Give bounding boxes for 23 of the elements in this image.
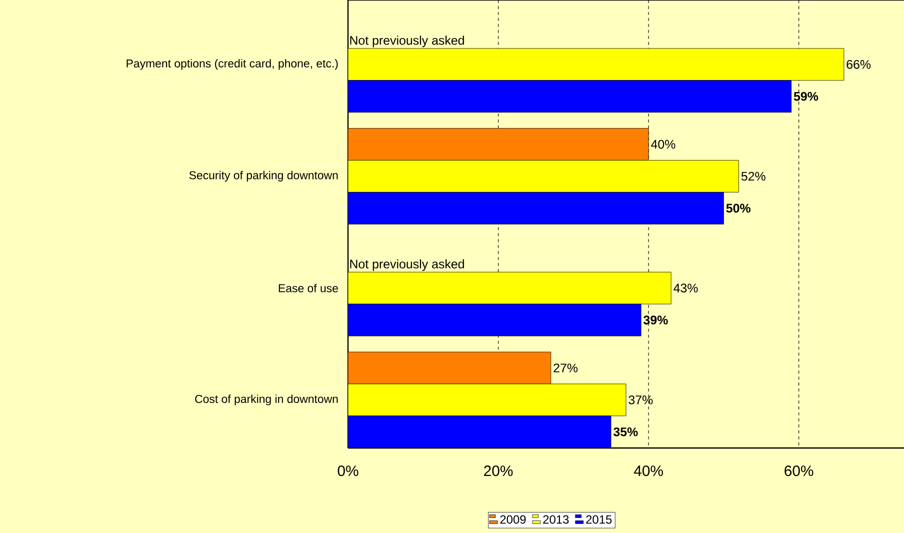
x-tick-label: 60% xyxy=(784,466,814,476)
y-tick-label: Payment options (credit card, phone, etc.) xyxy=(126,59,338,70)
y-tick-label: Security of parking downtown xyxy=(189,170,338,182)
legend-label: 2009 xyxy=(500,515,526,524)
data-label: 50% xyxy=(726,204,750,213)
data-label: 27% xyxy=(554,364,578,372)
data-label: 40% xyxy=(651,140,676,149)
y-tick-label: Cost of parking in downtown xyxy=(195,394,338,406)
y-tick-label: Ease of use xyxy=(278,284,338,292)
annotation: Not previously asked xyxy=(350,259,464,271)
legend-label: 2013 xyxy=(543,515,569,524)
data-label: 59% xyxy=(794,92,818,101)
x-tick-label: 0% xyxy=(338,466,358,476)
data-label: 39% xyxy=(644,316,668,324)
x-tick-label: 20% xyxy=(484,466,513,476)
data-label: 52% xyxy=(741,172,766,181)
data-label: 43% xyxy=(674,284,698,292)
x-tick-label: 40% xyxy=(634,466,663,476)
annotation: Not previously asked xyxy=(350,36,464,48)
data-label: 66% xyxy=(846,60,871,69)
data-label: 37% xyxy=(628,396,653,404)
data-label: 35% xyxy=(613,427,638,436)
legend-label: 2015 xyxy=(586,515,612,524)
